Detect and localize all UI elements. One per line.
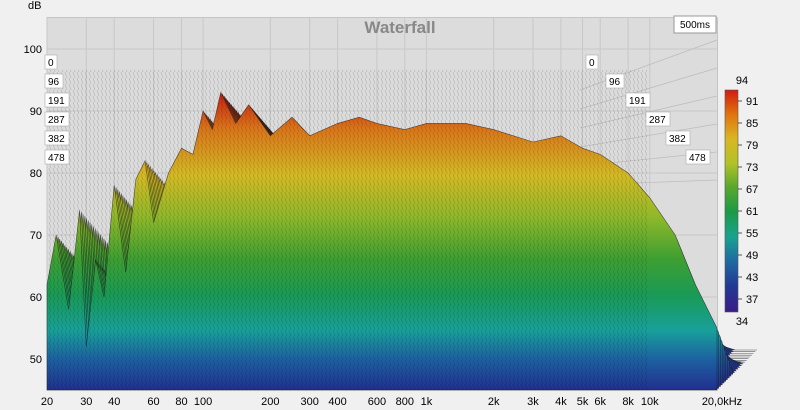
y-tick-label: 60 (30, 292, 42, 304)
time-label-left-box (44, 73, 64, 89)
time-window-badge: 500ms (680, 20, 710, 31)
time-label-right-box (665, 130, 691, 146)
colorbar-tick-label: 73 (746, 162, 758, 174)
time-label-right: 382 (669, 134, 686, 145)
time-label-right-box (625, 92, 651, 108)
x-tick-label: 400 (328, 396, 346, 408)
x-tick-label: 2k (488, 396, 500, 408)
time-label-right: 287 (649, 115, 666, 126)
time-label-left-box (44, 111, 70, 127)
colorbar-tick-label: 37 (746, 294, 758, 306)
time-label-left: 287 (48, 115, 65, 126)
colorbar-min-label: 34 (736, 316, 748, 328)
y-tick-label: 80 (30, 168, 42, 180)
x-unit-label: 20,0kHz (702, 396, 742, 408)
time-label-right-box (605, 73, 625, 89)
time-label-right: 478 (689, 153, 706, 164)
colorbar-tick-label: 61 (746, 206, 758, 218)
time-labels-left: 0 96 191 287 382 478 (44, 54, 70, 165)
time-label-right-box (585, 54, 599, 70)
colorbar-tick-label: 43 (746, 272, 758, 284)
time-label-left: 382 (48, 134, 65, 145)
time-label-right: 0 (589, 58, 595, 69)
x-tick-label: 20 (41, 396, 53, 408)
colorbar-tick-label: 91 (746, 96, 758, 108)
x-axis: 20 30 40 60 80 100 200 300 400 600 800 1k 2k 3k 4k 5k 6k… (41, 396, 659, 408)
time-label-right-box (645, 111, 671, 127)
colorbar-max-label: 94 (736, 75, 748, 87)
colorbar-tick-label: 79 (746, 140, 758, 152)
time-label-right: 96 (609, 77, 621, 88)
colorbar-ticks: 91 85 79 73 67 61 55 49 43 37 (738, 96, 758, 306)
y-tick-label: 70 (30, 230, 42, 242)
x-tick-label: 40 (108, 396, 120, 408)
ridge-texture (47, 70, 647, 390)
time-window-badge-box (673, 15, 717, 34)
x-tick-label: 3k (527, 396, 539, 408)
time-label-left-box (44, 149, 70, 165)
x-tick-label: 1k (421, 396, 433, 408)
time-label-left: 0 (48, 58, 54, 69)
y-tick-label: 100 (24, 44, 42, 56)
x-tick-label: 600 (368, 396, 386, 408)
colorbar-tick-label: 67 (746, 184, 758, 196)
x-tick-label: 30 (80, 396, 92, 408)
x-tick-label: 300 (300, 396, 318, 408)
time-label-right: 191 (629, 96, 646, 107)
x-tick-label: 800 (396, 396, 414, 408)
time-label-left-box (44, 54, 58, 70)
waterfall-surface (46, 70, 757, 391)
y-axis: 50 60 70 80 90 100 (24, 44, 42, 366)
x-tick-label: 8k (622, 396, 634, 408)
time-label-left: 191 (48, 96, 65, 107)
colorbar-tick-label: 85 (746, 118, 758, 130)
time-label-left: 478 (48, 153, 65, 164)
x-tick-label: 60 (147, 396, 159, 408)
time-label-left-box (44, 130, 70, 146)
x-tick-label: 6k (594, 396, 606, 408)
time-label-left-box (44, 92, 70, 108)
colorbar-tick-label: 55 (746, 228, 758, 240)
x-tick-label: 200 (261, 396, 279, 408)
x-tick-label: 100 (194, 396, 212, 408)
chart-title: Waterfall (364, 18, 435, 37)
y-tick-label: 50 (30, 354, 42, 366)
y-tick-label: 90 (30, 106, 42, 118)
x-tick-label: 5k (577, 396, 589, 408)
x-tick-label: 80 (175, 396, 187, 408)
x-tick-label: 4k (555, 396, 567, 408)
colorbar (724, 89, 739, 313)
time-label-right-box (685, 149, 711, 165)
x-tick-label: 10k (641, 396, 659, 408)
y-unit-label: dB (28, 0, 41, 12)
time-label-left: 96 (48, 77, 60, 88)
colorbar-tick-label: 49 (746, 250, 758, 262)
